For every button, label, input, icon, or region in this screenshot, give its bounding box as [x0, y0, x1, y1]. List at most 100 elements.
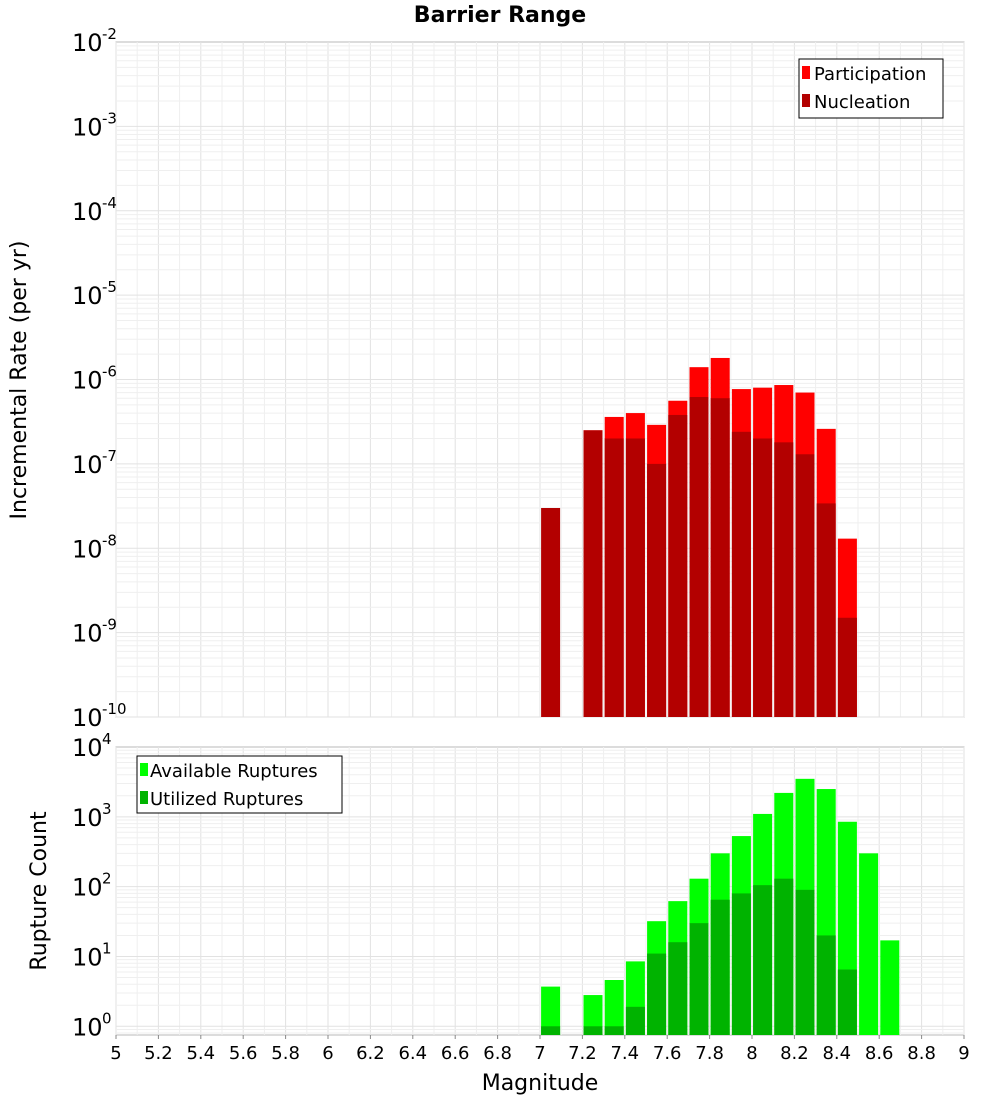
x-axis-label: Magnitude — [482, 1071, 599, 1096]
bar-nucleation-7-35 — [604, 438, 624, 717]
rate-legend-box — [798, 58, 944, 119]
x-tick-label: 5.6 — [229, 1043, 258, 1064]
bar-nucleation-7-85 — [710, 398, 730, 717]
legend-label-nucleation: Nucleation — [814, 92, 910, 113]
y-tick-exponent: -4 — [102, 194, 117, 212]
y-tick-label: 10 — [72, 535, 103, 563]
y-tick-label: 10 — [72, 198, 103, 226]
count-legend: Available Ruptures Utilized Ruptures — [136, 755, 343, 814]
bar-utilized-ruptures-7-55 — [647, 953, 667, 1035]
rate-gridlines — [115, 42, 965, 718]
x-tick-label: 7.2 — [568, 1043, 597, 1064]
x-tick-label: 7.4 — [610, 1043, 639, 1064]
bar-utilized-ruptures-8-15 — [774, 878, 794, 1035]
y-tick-exponent: 4 — [102, 730, 112, 748]
bar-available-ruptures-7-05 — [541, 986, 561, 1035]
x-tick-label: 6.4 — [398, 1043, 427, 1064]
chart-title: Barrier Range — [414, 3, 586, 28]
legend-label-available-ruptures: Available Ruptures — [150, 761, 318, 782]
bar-utilized-ruptures-7-25 — [583, 1026, 603, 1035]
bar-utilized-ruptures-7-45 — [625, 1006, 645, 1035]
y-tick-label: 10 — [72, 113, 103, 141]
bar-utilized-ruptures-8-35 — [816, 935, 836, 1035]
x-tick-label: 6 — [322, 1043, 333, 1064]
y-tick-label: 10 — [72, 1013, 103, 1041]
x-tick-label: 9 — [958, 1043, 969, 1064]
y-tick-exponent: -7 — [102, 447, 117, 465]
x-tick-label: 6.8 — [483, 1043, 512, 1064]
bar-nucleation-7-75 — [689, 397, 709, 717]
bar-available-ruptures-7-25 — [583, 995, 603, 1035]
y-tick-label: 10 — [72, 704, 103, 732]
bar-nucleation-7-05 — [541, 507, 561, 717]
count-bars — [541, 778, 900, 1035]
x-tick-label: 5.2 — [144, 1043, 173, 1064]
bar-nucleation-8-15 — [774, 442, 794, 717]
bar-utilized-ruptures-8-45 — [837, 969, 857, 1035]
y-tick-label: 10 — [72, 874, 103, 902]
x-tick-label: 5.4 — [186, 1043, 215, 1064]
bar-utilized-ruptures-7-85 — [710, 899, 730, 1035]
y-tick-exponent: 1 — [102, 939, 112, 957]
y-tick-exponent: -6 — [102, 363, 117, 381]
bar-utilized-ruptures-7-05 — [541, 1026, 561, 1035]
x-tick-label: 6.6 — [441, 1043, 470, 1064]
bar-utilized-ruptures-7-75 — [689, 923, 709, 1035]
y-tick-exponent: -10 — [102, 700, 127, 718]
y-tick-label: 10 — [72, 943, 103, 971]
x-tick-label: 8.8 — [907, 1043, 936, 1064]
y-tick-exponent: -5 — [102, 278, 117, 296]
bar-nucleation-7-55 — [647, 463, 667, 717]
x-tick-label: 8.6 — [865, 1043, 894, 1064]
y-tick-label: 10 — [72, 734, 103, 762]
x-tick-label: 7.6 — [653, 1043, 682, 1064]
y-tick-label: 10 — [72, 620, 103, 648]
x-tick-label: 8 — [746, 1043, 757, 1064]
y-tick-exponent: 0 — [102, 1009, 112, 1027]
rate-legend: Participation Nucleation — [798, 58, 944, 119]
bar-nucleation-8-45 — [837, 617, 857, 717]
bar-available-ruptures-8-55 — [859, 853, 879, 1035]
legend-label-utilized-ruptures: Utilized Ruptures — [150, 789, 303, 810]
count-legend-box — [136, 755, 343, 814]
x-tick-label: 7 — [534, 1043, 545, 1064]
x-tick-label: 8.4 — [822, 1043, 851, 1064]
bar-available-ruptures-8-65 — [880, 940, 900, 1035]
bar-utilized-ruptures-7-65 — [668, 942, 688, 1035]
x-tick-label: 5 — [110, 1043, 121, 1064]
bar-nucleation-7-95 — [731, 431, 751, 717]
count-y-axis-label: Rupture Count — [27, 811, 52, 971]
x-tick-label: 8.2 — [780, 1043, 809, 1064]
y-tick-exponent: -8 — [102, 531, 117, 549]
bar-nucleation-7-25 — [583, 430, 603, 717]
y-tick-label: 10 — [72, 804, 103, 832]
bar-nucleation-8-05 — [753, 438, 773, 717]
y-tick-label: 10 — [72, 367, 103, 395]
bar-nucleation-7-45 — [625, 438, 645, 717]
bar-nucleation-8-35 — [816, 503, 836, 717]
y-tick-exponent: -9 — [102, 616, 117, 634]
bar-utilized-ruptures-7-95 — [731, 893, 751, 1035]
bar-nucleation-8-25 — [795, 454, 815, 717]
legend-swatch-nucleation — [802, 94, 810, 107]
bar-available-ruptures-7-35 — [604, 980, 624, 1035]
y-tick-label: 10 — [72, 451, 103, 479]
bar-utilized-ruptures-7-35 — [604, 1026, 624, 1035]
legend-swatch-utilized-ruptures — [140, 791, 148, 804]
y-tick-exponent: -3 — [102, 109, 117, 127]
y-tick-exponent: 2 — [102, 870, 112, 888]
rate-bars — [541, 357, 857, 717]
y-tick-label: 10 — [72, 29, 103, 57]
x-tick-label: 5.8 — [271, 1043, 300, 1064]
bar-utilized-ruptures-8-25 — [795, 889, 815, 1035]
x-tick-label: 6.2 — [356, 1043, 385, 1064]
legend-swatch-available-ruptures — [140, 763, 148, 776]
bar-nucleation-7-65 — [668, 414, 688, 717]
legend-swatch-participation — [802, 66, 810, 79]
legend-label-participation: Participation — [814, 64, 926, 85]
